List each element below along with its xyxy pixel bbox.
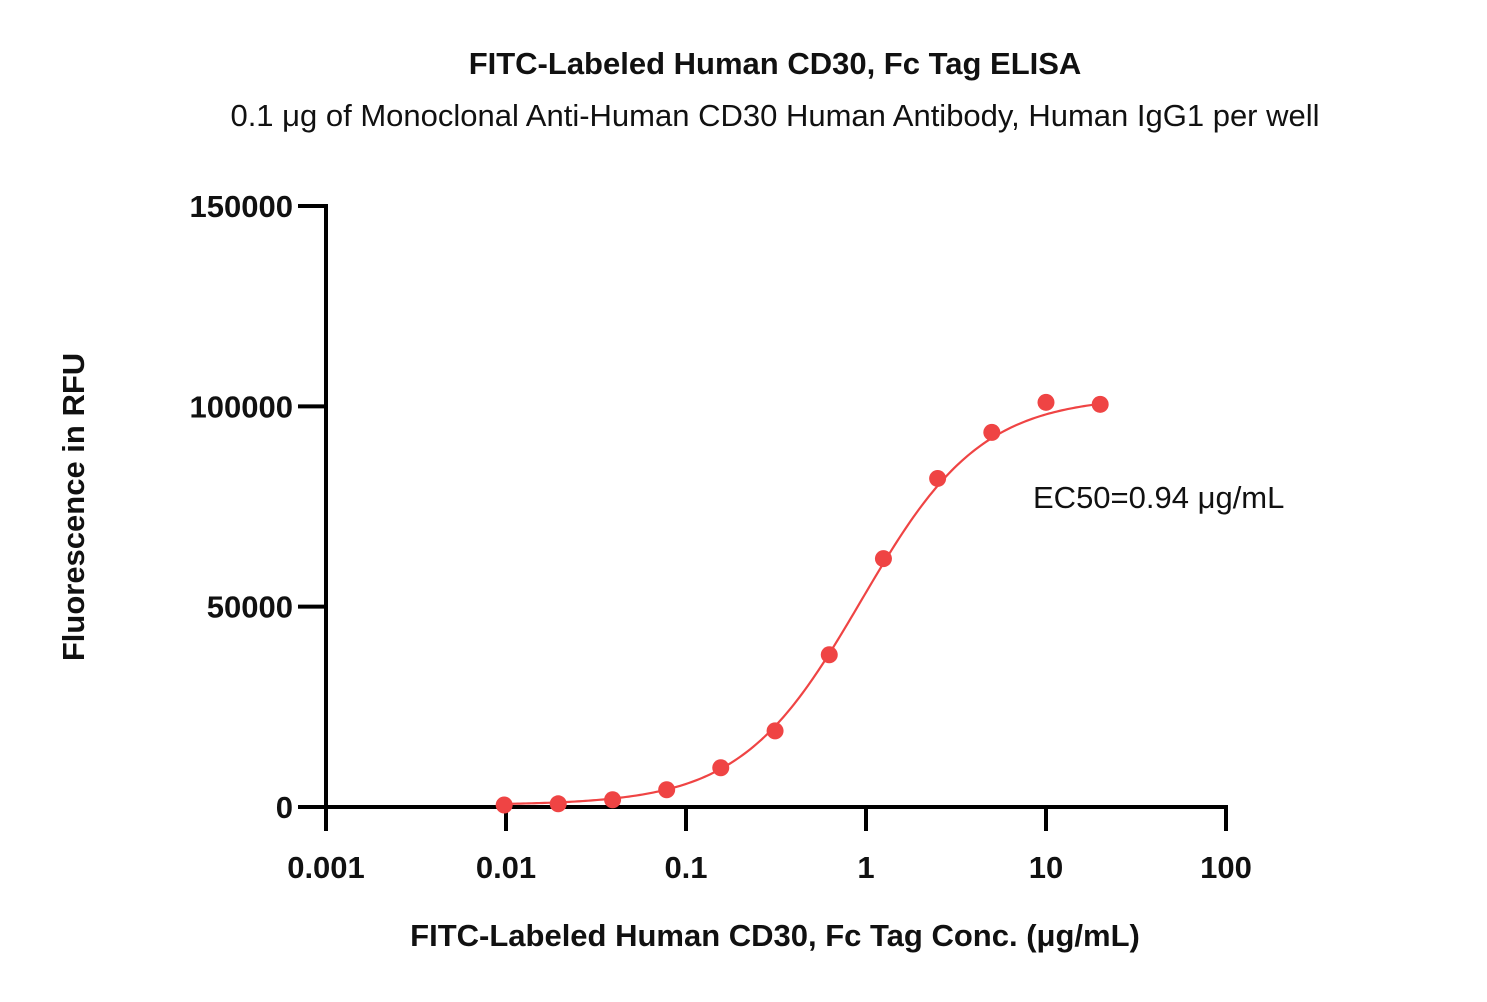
chart-subtitle: 0.1 μg of Monoclonal Anti-Human CD30 Hum… — [230, 98, 1320, 133]
data-point — [712, 759, 730, 777]
y-axis-title: Fluorescence in RFU — [56, 353, 91, 661]
chart-title: FITC-Labeled Human CD30, Fc Tag ELISA — [468, 46, 1082, 81]
x-tick-label: 0.01 — [476, 850, 536, 885]
x-axis-ticks: 0.001 0.01 0.1 1 10 100 — [287, 807, 1252, 885]
data-point — [766, 722, 784, 740]
data-point — [549, 795, 567, 813]
data-point — [820, 646, 838, 664]
data-point — [658, 781, 676, 799]
data-point — [604, 791, 622, 809]
x-tick-label: 10 — [1029, 850, 1063, 885]
x-tick-label: 1 — [857, 850, 874, 885]
y-tick-label: 150000 — [190, 189, 293, 224]
data-point — [1091, 395, 1109, 413]
data-point — [983, 423, 1001, 441]
data-points — [495, 393, 1109, 814]
x-tick-label: 0.1 — [664, 850, 707, 885]
x-tick-label: 100 — [1200, 850, 1252, 885]
data-point — [929, 469, 947, 487]
x-tick-label: 0.001 — [287, 850, 365, 885]
data-point — [874, 550, 892, 568]
fit-curve — [504, 402, 1101, 806]
y-tick-label: 50000 — [207, 590, 293, 625]
y-tick-label: 0 — [276, 790, 293, 825]
data-point — [495, 796, 513, 814]
y-axis-ticks: 0 50000 100000 150000 — [190, 189, 326, 825]
y-tick-label: 100000 — [190, 389, 293, 424]
ec50-annotation: EC50=0.94 μg/mL — [1033, 480, 1284, 515]
x-axis-title: FITC-Labeled Human CD30, Fc Tag Conc. (μ… — [410, 918, 1140, 953]
data-point — [1037, 393, 1055, 411]
